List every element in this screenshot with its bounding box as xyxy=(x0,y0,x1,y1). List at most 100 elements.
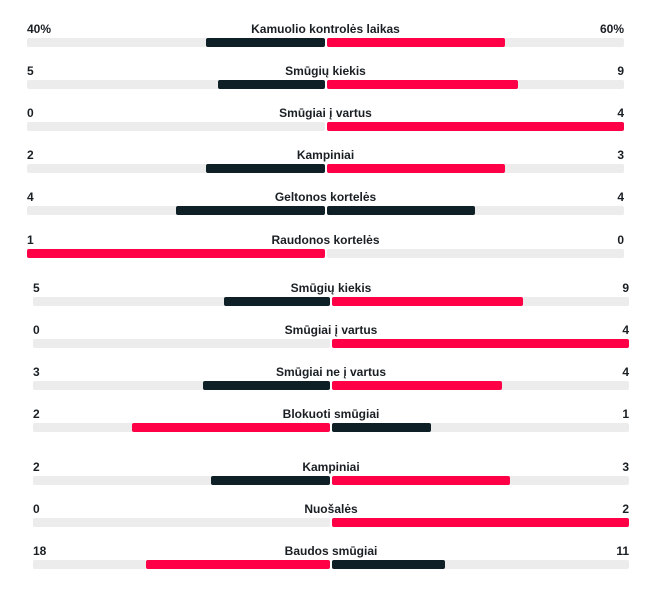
away-bar-track xyxy=(332,297,629,306)
home-value: 3 xyxy=(33,365,40,379)
stat-label: Smūgių kiekis xyxy=(285,64,366,78)
away-value: 11 xyxy=(616,544,629,558)
away-bar-track xyxy=(332,423,629,432)
away-bar-fill xyxy=(332,560,445,569)
stat-label: Smūgiai ne į vartus xyxy=(275,365,387,379)
away-bar-track xyxy=(326,38,624,47)
home-bar-fill xyxy=(145,560,330,569)
away-value: 4 xyxy=(617,190,624,204)
home-value: 1 xyxy=(27,233,34,247)
stat-label: Smūgių kiekis xyxy=(290,281,372,295)
away-bar-fill xyxy=(326,38,505,47)
away-bar-fill xyxy=(332,476,511,485)
away-bar-track xyxy=(332,339,629,348)
home-bar-track xyxy=(33,518,330,527)
stat-row: 1 Raudonos kortelės 0 xyxy=(27,233,624,269)
home-bar-track xyxy=(33,476,330,485)
home-bar-fill xyxy=(218,80,325,89)
away-value: 2 xyxy=(622,502,629,516)
home-value: 2 xyxy=(33,460,40,474)
stat-label: Nuošalės xyxy=(304,502,358,516)
away-bar-fill xyxy=(332,518,629,527)
away-value: 4 xyxy=(617,106,624,120)
away-bar-fill xyxy=(326,122,624,131)
away-value: 60% xyxy=(599,22,624,36)
home-bar-track xyxy=(33,339,330,348)
away-bar-track xyxy=(332,560,629,569)
home-bar-fill xyxy=(205,164,325,173)
stat-label: Blokuoti smūgiai xyxy=(282,407,380,421)
home-bar-fill xyxy=(132,423,330,432)
stat-row: 2 Kampiniai 3 xyxy=(27,148,624,184)
stat-row: 2 Blokuoti smūgiai 1 xyxy=(33,407,629,443)
home-bar-track xyxy=(27,164,325,173)
stat-label: Kampiniai xyxy=(296,148,355,162)
away-bar-fill xyxy=(332,381,502,390)
stat-label: Smūgiai į vartus xyxy=(284,323,378,337)
home-value: 40% xyxy=(27,22,52,36)
stat-label: Baudos smūgiai xyxy=(284,544,378,558)
home-bar-track xyxy=(33,423,330,432)
stat-row: 0 Nuošalės 2 xyxy=(33,502,629,538)
away-value: 0 xyxy=(617,233,624,247)
away-value: 4 xyxy=(622,365,629,379)
home-bar-fill xyxy=(223,297,330,306)
stat-label: Smūgiai į vartus xyxy=(279,106,372,120)
away-value: 3 xyxy=(617,148,624,162)
stat-row: 4 Geltonos kortelės 4 xyxy=(27,190,624,226)
stat-row: 3 Smūgiai ne į vartus 4 xyxy=(33,365,629,401)
away-bar-fill xyxy=(326,164,505,173)
away-value: 9 xyxy=(617,64,624,78)
stat-label: Kampiniai xyxy=(302,460,360,474)
away-value: 3 xyxy=(622,460,629,474)
stat-row: 2 Kampiniai 3 xyxy=(33,460,629,496)
home-bar-track xyxy=(33,381,330,390)
home-value: 5 xyxy=(33,281,40,295)
stat-row: 5 Smūgių kiekis 9 xyxy=(27,64,624,100)
home-bar-fill xyxy=(211,476,330,485)
home-bar-track xyxy=(27,80,325,89)
stat-row: 5 Smūgių kiekis 9 xyxy=(33,281,629,317)
away-bar-fill xyxy=(332,297,523,306)
home-bar-fill xyxy=(205,38,325,47)
home-bar-track xyxy=(27,206,325,215)
stat-row: 18 Baudos smūgiai 11 xyxy=(33,544,629,580)
home-value: 18 xyxy=(33,544,47,558)
away-bar-fill xyxy=(332,423,431,432)
stat-label: Raudonos kortelės xyxy=(271,233,380,247)
home-value: 4 xyxy=(27,190,34,204)
home-value: 0 xyxy=(33,323,40,337)
away-bar-fill xyxy=(326,80,518,89)
away-bar-fill xyxy=(326,206,476,215)
home-value: 2 xyxy=(27,148,34,162)
stat-label: Geltonos kortelės xyxy=(274,190,377,204)
away-bar-track xyxy=(326,122,624,131)
away-value: 9 xyxy=(622,281,629,295)
home-bar-track xyxy=(27,38,325,47)
away-bar-fill xyxy=(332,339,629,348)
home-bar-fill xyxy=(202,381,330,390)
home-bar-fill xyxy=(27,249,325,258)
home-bar-track xyxy=(27,122,325,131)
home-value: 0 xyxy=(33,502,40,516)
away-bar-track xyxy=(332,381,629,390)
home-bar-track xyxy=(27,249,325,258)
away-bar-track xyxy=(332,518,629,527)
away-value: 1 xyxy=(622,407,629,421)
home-bar-fill xyxy=(175,206,325,215)
home-value: 0 xyxy=(27,106,34,120)
home-value: 5 xyxy=(27,64,34,78)
away-value: 4 xyxy=(622,323,629,337)
away-bar-track xyxy=(326,164,624,173)
away-bar-track xyxy=(326,80,624,89)
stat-row: 0 Smūgiai į vartus 4 xyxy=(33,323,629,359)
home-bar-track xyxy=(33,560,330,569)
stat-row: 0 Smūgiai į vartus 4 xyxy=(27,106,624,142)
away-bar-track xyxy=(326,206,624,215)
stat-row: 40% Kamuolio kontrolės laikas 60% xyxy=(27,22,624,58)
away-bar-track xyxy=(326,249,624,258)
away-bar-track xyxy=(332,476,629,485)
home-bar-track xyxy=(33,297,330,306)
home-value: 2 xyxy=(33,407,40,421)
stat-label: Kamuolio kontrolės laikas xyxy=(251,22,400,36)
